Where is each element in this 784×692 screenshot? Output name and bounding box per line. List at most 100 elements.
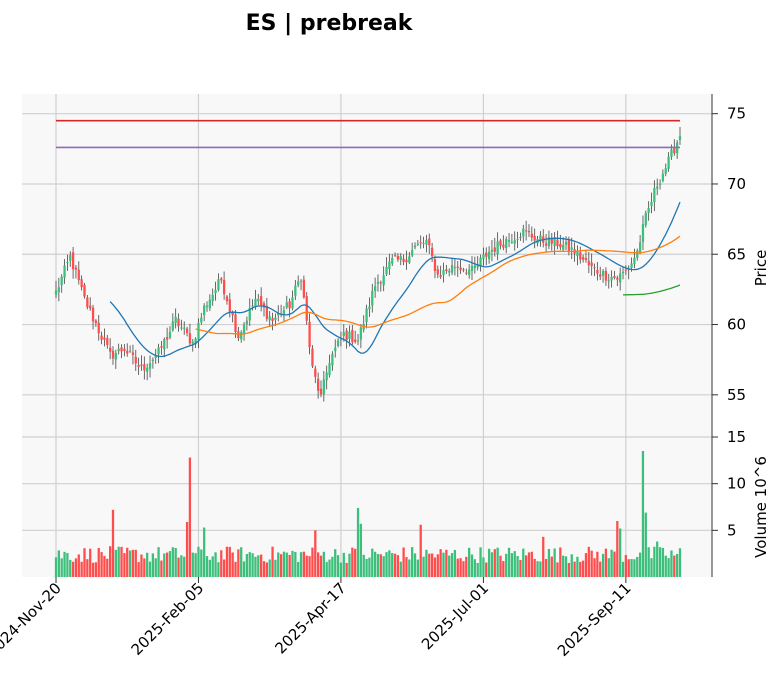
volume-bar — [584, 553, 588, 577]
volume-bar — [342, 552, 345, 577]
candle-body — [524, 230, 528, 232]
volume-bar — [240, 547, 243, 577]
volume-bar — [456, 558, 459, 577]
candle-body — [111, 350, 115, 359]
candle-body — [393, 255, 397, 257]
candle-body — [396, 255, 400, 260]
volume-bar — [291, 550, 294, 577]
volume-bar — [388, 550, 391, 577]
candle-body — [636, 250, 639, 258]
volume-tick-label: 15 — [727, 428, 746, 446]
candle-body — [650, 201, 653, 207]
candle-body — [476, 264, 479, 268]
candle-body — [425, 239, 428, 245]
candle-body — [222, 279, 226, 295]
volume-bar — [211, 556, 214, 577]
candle-body — [550, 237, 553, 244]
volume-tick-label: 10 — [727, 475, 746, 493]
candle-body — [633, 257, 636, 265]
volume-bar — [476, 562, 479, 577]
candle-body — [408, 256, 411, 263]
candle-body — [619, 273, 622, 283]
candle-body — [613, 275, 616, 278]
candle-body — [69, 255, 72, 261]
volume-bar — [627, 559, 630, 577]
volume-bar — [242, 561, 246, 577]
volume-bar — [673, 555, 676, 577]
x-tick-label: 2024-Nov-20 — [0, 579, 65, 660]
volume-bar — [54, 557, 58, 577]
candle-body — [354, 339, 357, 342]
volume-bar — [157, 547, 160, 577]
volume-bar — [311, 547, 314, 577]
candle-body — [616, 277, 619, 280]
candle-body — [200, 317, 203, 323]
volume-bar — [183, 556, 186, 577]
volume-bar — [171, 547, 174, 577]
price-panel-background — [22, 94, 712, 437]
volume-bar — [60, 558, 63, 577]
volume-bar — [274, 559, 277, 577]
volume-bar — [641, 451, 645, 577]
volume-bar — [536, 561, 539, 577]
volume-bar — [505, 553, 508, 577]
candle-body — [271, 317, 274, 321]
candle-body — [100, 335, 103, 340]
candle-body — [154, 355, 157, 359]
candle-body — [268, 316, 271, 321]
candle-body — [453, 267, 457, 269]
candle-body — [143, 364, 146, 371]
candle-body — [433, 259, 437, 272]
volume-bar — [114, 549, 117, 577]
candle-body — [450, 265, 454, 273]
candle-body — [299, 280, 303, 282]
volume-bar — [610, 549, 613, 577]
volume-bar — [194, 553, 197, 577]
volume-bar — [636, 556, 639, 577]
volume-bar — [413, 553, 417, 577]
candle-body — [445, 269, 448, 272]
ma-line-50 — [195, 235, 681, 335]
candle-body — [328, 363, 331, 376]
volume-bar — [134, 549, 137, 577]
volume-bar — [316, 552, 320, 577]
volume-bar — [544, 558, 548, 577]
candle-body — [297, 281, 300, 286]
candle-body — [485, 252, 488, 257]
candle-body — [402, 258, 405, 263]
candle-body — [644, 212, 647, 226]
candle-body — [419, 242, 422, 244]
price-tick-label: 65 — [727, 245, 746, 263]
candle-body — [496, 241, 499, 255]
volume-bar — [308, 556, 311, 577]
volume-bar — [465, 556, 468, 577]
volume-bar — [596, 551, 599, 577]
volume-bar — [214, 552, 217, 577]
volume-bar — [507, 547, 511, 577]
candle-body — [533, 236, 536, 241]
volume-bar — [137, 562, 140, 577]
candle-body — [325, 372, 328, 381]
volume-bar — [442, 552, 445, 577]
volume-bar — [197, 546, 200, 577]
volume-bar — [151, 553, 155, 577]
volume-bar — [436, 554, 439, 577]
volume-bar — [168, 551, 172, 577]
candle-body — [265, 305, 268, 319]
volume-bar — [579, 561, 582, 577]
volume-bar — [653, 546, 656, 577]
candle-body — [277, 313, 280, 316]
candle-body — [413, 245, 417, 248]
volume-bar — [376, 554, 380, 577]
candle-body — [160, 346, 163, 348]
volume-bar — [191, 552, 194, 577]
volume-bar — [479, 547, 482, 577]
x-tick-label: 2025-Jul-01 — [418, 579, 492, 653]
volume-bar — [450, 553, 454, 577]
ma-line-20 — [109, 201, 681, 358]
candle-body — [231, 312, 234, 316]
volume-bar — [108, 546, 112, 577]
candle-body — [191, 341, 194, 344]
candle-body — [556, 239, 559, 247]
candle-body — [203, 305, 206, 316]
